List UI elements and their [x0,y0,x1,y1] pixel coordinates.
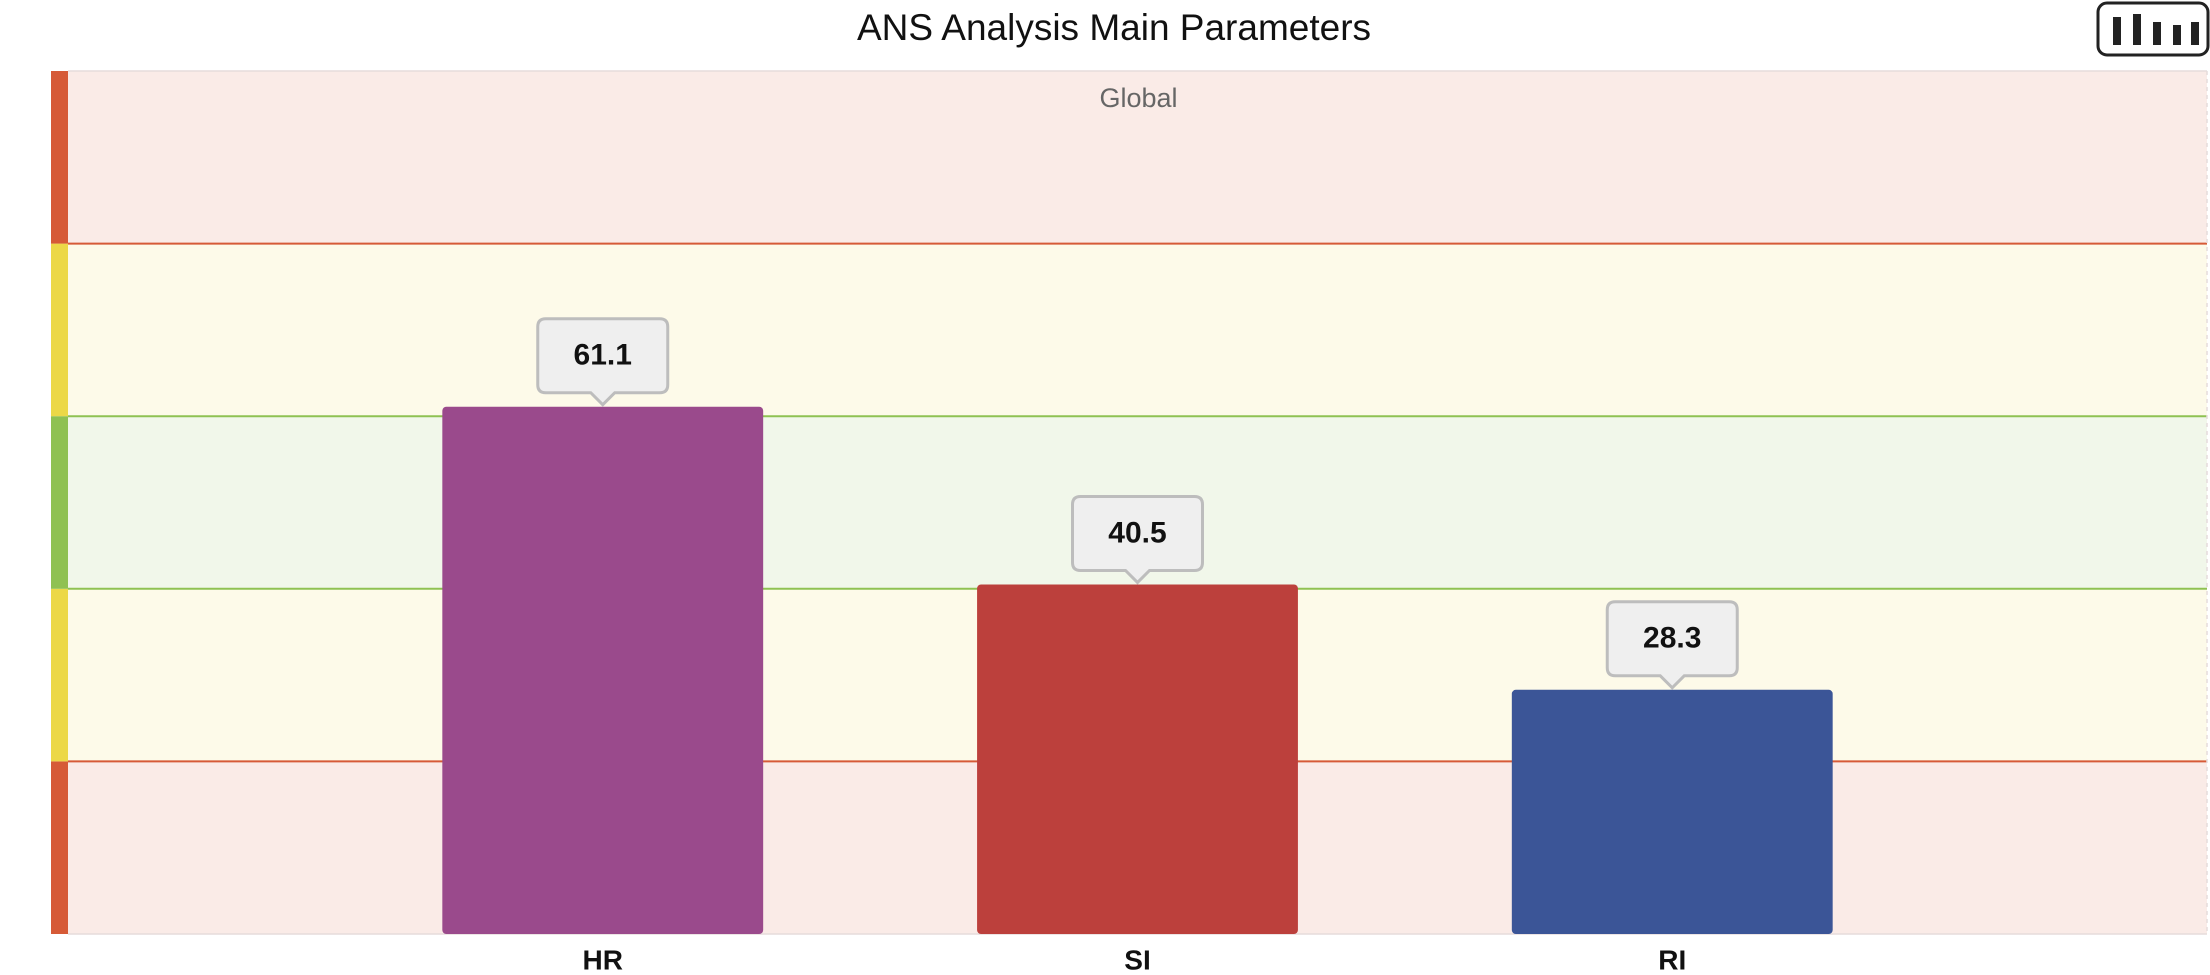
icon-bar [2153,22,2161,45]
data-label-box [1071,494,1204,585]
bar [977,584,1298,934]
x-tick-label: RI [1658,944,1686,975]
data-label: 40.5 [1108,516,1166,549]
data-label: 28.3 [1643,622,1701,655]
zone-strip [51,761,68,934]
zone-band [68,71,2207,244]
zone-strip [51,588,68,762]
zone-strip [51,416,68,589]
chart-type-button[interactable] [2096,1,2210,57]
zone-strip [51,71,68,244]
data-label-box [536,317,670,407]
plot-area: Global HR 61.1 SI 40.5 RI 28.3 [51,70,2208,975]
bar [442,406,764,934]
zone-strip [51,243,68,417]
icon-bar [2173,25,2181,45]
icon-bar [2133,14,2141,45]
zone-band [68,243,2207,417]
data-label-box [1605,600,1739,690]
x-tick-label: SI [1124,944,1150,975]
bar [1511,689,1833,934]
icon-bar [2113,17,2121,45]
chart-title: ANS Analysis Main Parameters [857,7,1371,48]
x-tick-label: HR [583,944,623,975]
annotation: Global [1099,83,1177,113]
icon-bar [2191,22,2199,45]
data-label: 61.1 [574,339,632,372]
